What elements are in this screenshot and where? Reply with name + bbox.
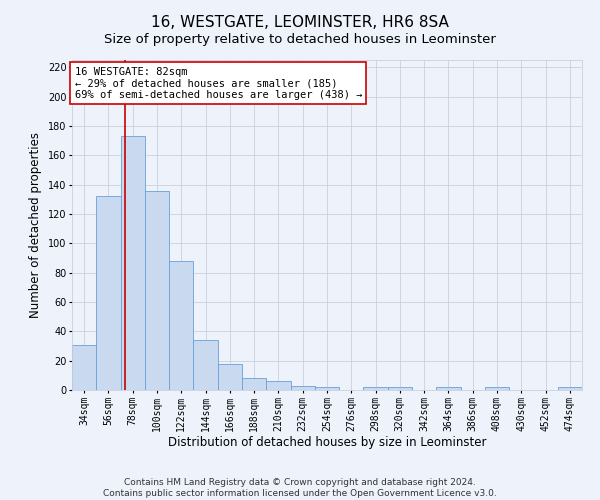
- Bar: [96, 196, 121, 390]
- Bar: [364, 387, 388, 390]
- Bar: [145, 190, 169, 390]
- Bar: [485, 387, 509, 390]
- Bar: [218, 364, 242, 390]
- Bar: [266, 381, 290, 390]
- Text: 16 WESTGATE: 82sqm
← 29% of detached houses are smaller (185)
69% of semi-detach: 16 WESTGATE: 82sqm ← 29% of detached hou…: [74, 66, 362, 100]
- Bar: [121, 136, 145, 390]
- Y-axis label: Number of detached properties: Number of detached properties: [29, 132, 42, 318]
- Text: Contains HM Land Registry data © Crown copyright and database right 2024.
Contai: Contains HM Land Registry data © Crown c…: [103, 478, 497, 498]
- Text: Size of property relative to detached houses in Leominster: Size of property relative to detached ho…: [104, 32, 496, 46]
- Bar: [169, 261, 193, 390]
- Bar: [193, 340, 218, 390]
- X-axis label: Distribution of detached houses by size in Leominster: Distribution of detached houses by size …: [168, 436, 486, 450]
- Bar: [436, 387, 461, 390]
- Bar: [72, 344, 96, 390]
- Bar: [315, 387, 339, 390]
- Bar: [558, 387, 582, 390]
- Text: 16, WESTGATE, LEOMINSTER, HR6 8SA: 16, WESTGATE, LEOMINSTER, HR6 8SA: [151, 15, 449, 30]
- Bar: [388, 387, 412, 390]
- Bar: [242, 378, 266, 390]
- Bar: [290, 386, 315, 390]
